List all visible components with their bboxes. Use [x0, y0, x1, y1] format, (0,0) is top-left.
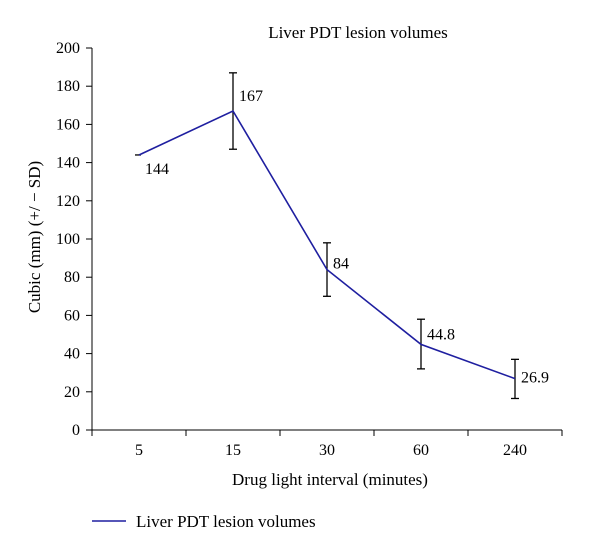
error-bars — [135, 72, 519, 400]
x-tick-label: 30 — [319, 442, 335, 459]
data-label: 26.9 — [521, 370, 549, 387]
x-axis-label: Drug light interval (minutes) — [232, 470, 428, 489]
y-tick-label: 180 — [56, 78, 80, 95]
x-tick-label: 240 — [503, 442, 527, 459]
y-tick-label: 60 — [64, 307, 80, 324]
y-tick-label: 140 — [56, 155, 80, 172]
data-label: 44.8 — [427, 326, 455, 343]
y-tick-label: 20 — [64, 384, 80, 401]
legend-label: Liver PDT lesion volumes — [136, 512, 316, 531]
x-tick-label: 5 — [135, 442, 143, 459]
chart-title: Liver PDT lesion volumes — [268, 23, 448, 42]
x-axis-ticks: 5 15 30 60 240 — [91, 430, 563, 459]
y-tick-label: 80 — [64, 269, 80, 286]
legend: Liver PDT lesion volumes — [92, 512, 316, 531]
y-tick-label: 200 — [56, 40, 80, 57]
y-tick-label: 120 — [56, 193, 80, 210]
y-tick-label: 40 — [64, 346, 80, 363]
data-label: 167 — [239, 88, 263, 105]
y-tick-label: 0 — [72, 422, 80, 439]
data-label: 144 — [145, 161, 169, 178]
y-tick-label: 100 — [56, 231, 80, 248]
series-line — [138, 109, 516, 380]
y-axis-label: Cubic (mm) (+/ − SD) — [25, 161, 44, 313]
x-tick-label: 60 — [413, 442, 429, 459]
data-label: 84 — [333, 256, 349, 273]
y-tick-label: 160 — [56, 116, 80, 133]
data-labels: 144 167 84 44.8 26.9 — [145, 88, 549, 387]
x-tick-label: 15 — [225, 442, 241, 459]
y-axis-ticks: 0 20 40 60 80 100 120 140 160 180 200 — [56, 40, 92, 439]
